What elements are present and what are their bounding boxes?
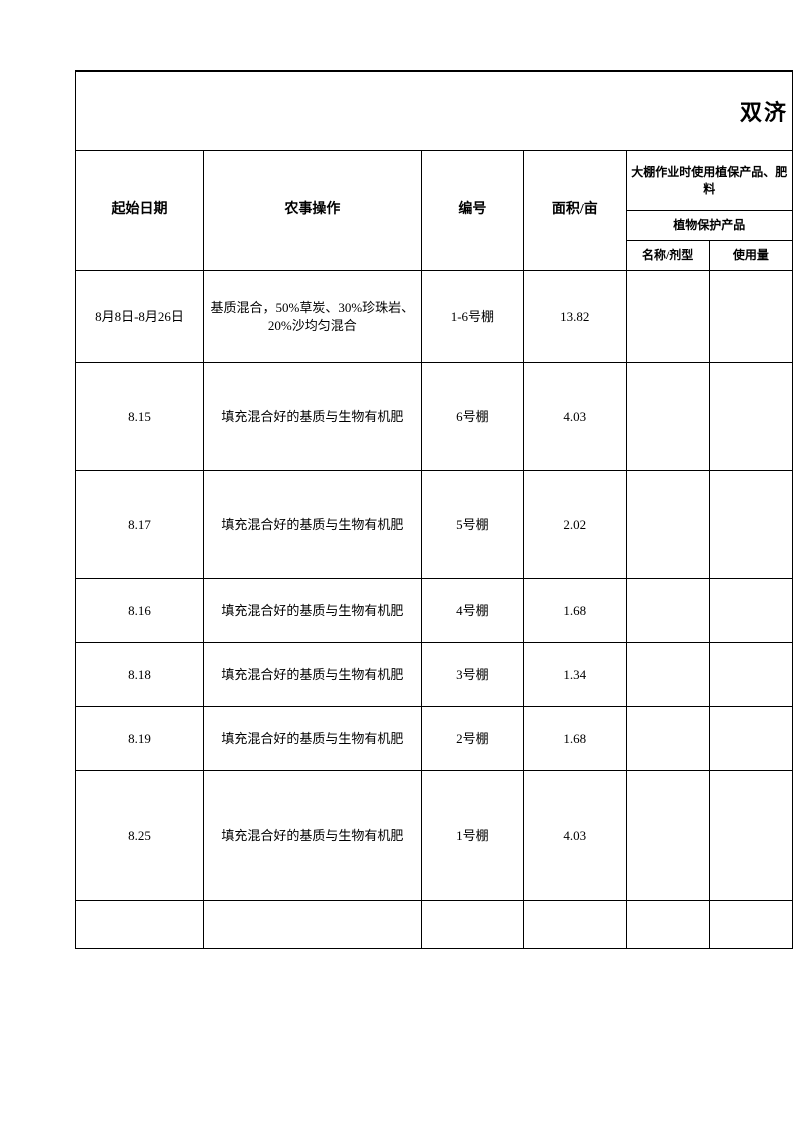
- table-row: [76, 901, 793, 949]
- table-row: 8.19 填充混合好的基质与生物有机肥 2号棚 1.68: [76, 707, 793, 771]
- cell-name: [626, 707, 709, 771]
- cell-number: 5号棚: [421, 471, 523, 579]
- table-row: 8月8日-8月26日 基质混合，50%草炭、30%珍珠岩、20%沙均匀混合 1-…: [76, 271, 793, 363]
- cell-date: [76, 901, 204, 949]
- cell-name: [626, 363, 709, 471]
- cell-number: 1号棚: [421, 771, 523, 901]
- cell-usage: [709, 471, 792, 579]
- cell-number: [421, 901, 523, 949]
- cell-area: 4.03: [524, 771, 626, 901]
- table-row: 8.17 填充混合好的基质与生物有机肥 5号棚 2.02: [76, 471, 793, 579]
- cell-name: [626, 643, 709, 707]
- cell-name: [626, 471, 709, 579]
- header-plant-protection: 植物保护产品: [626, 211, 792, 241]
- cell-date: 8月8日-8月26日: [76, 271, 204, 363]
- cell-date: 8.25: [76, 771, 204, 901]
- cell-usage: [709, 707, 792, 771]
- table-row: 8.15 填充混合好的基质与生物有机肥 6号棚 4.03: [76, 363, 793, 471]
- cell-operation: 填充混合好的基质与生物有机肥: [204, 643, 422, 707]
- header-area: 面积/亩: [524, 151, 626, 271]
- cell-area: 1.34: [524, 643, 626, 707]
- cell-usage: [709, 643, 792, 707]
- cell-name: [626, 901, 709, 949]
- title-row: 双济: [75, 70, 793, 150]
- cell-date: 8.16: [76, 579, 204, 643]
- cell-usage: [709, 363, 792, 471]
- cell-area: 1.68: [524, 579, 626, 643]
- cell-date: 8.17: [76, 471, 204, 579]
- cell-number: 4号棚: [421, 579, 523, 643]
- cell-usage: [709, 271, 792, 363]
- cell-operation: 填充混合好的基质与生物有机肥: [204, 471, 422, 579]
- page-container: 双济 起始日期 农事操作 编号 面积/亩 大棚作业时使用植保产品、肥料 植物保护…: [75, 70, 793, 949]
- cell-operation: 填充混合好的基质与生物有机肥: [204, 771, 422, 901]
- header-row-1: 起始日期 农事操作 编号 面积/亩 大棚作业时使用植保产品、肥料: [76, 151, 793, 211]
- cell-number: 1-6号棚: [421, 271, 523, 363]
- cell-area: 2.02: [524, 471, 626, 579]
- cell-number: 3号棚: [421, 643, 523, 707]
- cell-operation: [204, 901, 422, 949]
- header-greenhouse-products: 大棚作业时使用植保产品、肥料: [626, 151, 792, 211]
- cell-name: [626, 579, 709, 643]
- cell-date: 8.18: [76, 643, 204, 707]
- header-usage: 使用量: [709, 241, 792, 271]
- cell-usage: [709, 579, 792, 643]
- cell-operation: 填充混合好的基质与生物有机肥: [204, 707, 422, 771]
- cell-usage: [709, 901, 792, 949]
- cell-usage: [709, 771, 792, 901]
- cell-date: 8.15: [76, 363, 204, 471]
- table-row: 8.25 填充混合好的基质与生物有机肥 1号棚 4.03: [76, 771, 793, 901]
- cell-operation: 基质混合，50%草炭、30%珍珠岩、20%沙均匀混合: [204, 271, 422, 363]
- farming-log-table: 起始日期 农事操作 编号 面积/亩 大棚作业时使用植保产品、肥料 植物保护产品 …: [75, 150, 793, 949]
- cell-area: 1.68: [524, 707, 626, 771]
- cell-operation: 填充混合好的基质与生物有机肥: [204, 579, 422, 643]
- header-name-type: 名称/剂型: [626, 241, 709, 271]
- header-date: 起始日期: [76, 151, 204, 271]
- cell-area: [524, 901, 626, 949]
- table-row: 8.16 填充混合好的基质与生物有机肥 4号棚 1.68: [76, 579, 793, 643]
- cell-date: 8.19: [76, 707, 204, 771]
- table-row: 8.18 填充混合好的基质与生物有机肥 3号棚 1.34: [76, 643, 793, 707]
- cell-area: 13.82: [524, 271, 626, 363]
- cell-number: 2号棚: [421, 707, 523, 771]
- cell-area: 4.03: [524, 363, 626, 471]
- cell-number: 6号棚: [421, 363, 523, 471]
- page-title: 双济: [740, 95, 792, 127]
- cell-name: [626, 771, 709, 901]
- cell-operation: 填充混合好的基质与生物有机肥: [204, 363, 422, 471]
- header-operation: 农事操作: [204, 151, 422, 271]
- header-number: 编号: [421, 151, 523, 271]
- cell-name: [626, 271, 709, 363]
